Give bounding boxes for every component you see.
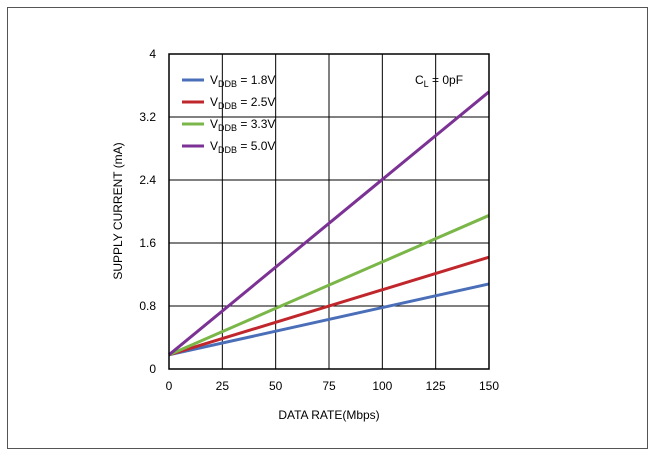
legend-label-3: VDDB = 3.3V: [210, 117, 275, 133]
chart-frame: [7, 7, 648, 449]
y-tick-label: 3.2: [139, 110, 156, 124]
x-tick-labels: 0 25 50 75 100 125 150: [166, 379, 500, 393]
y-tick-labels: 0 0.8 1.6 2.4 3.2 4: [139, 47, 156, 376]
legend: VDDB = 1.8V VDDB = 2.5V VDDB = 3.3V VDDB = …: [182, 73, 275, 155]
legend-label-1: VDDB = 1.8V: [210, 73, 275, 89]
x-axis-label: DATA RATE(Mbps): [278, 408, 379, 422]
series-line-2: [168, 255, 490, 357]
x-tick-label: 100: [372, 379, 392, 393]
legend-label-4: VDDB = 5.0V: [210, 139, 275, 155]
x-tick-label: 75: [322, 379, 336, 393]
y-tick-label: 0.8: [139, 299, 156, 313]
x-tick-label: 25: [216, 379, 230, 393]
series-line-4: [168, 90, 490, 356]
series-line-3: [168, 214, 490, 357]
y-axis-label: SUPPLY CURRENT (mA): [111, 142, 125, 279]
load-capacitance-annotation: CL = 0pF: [415, 73, 463, 89]
y-tick-label: 1.6: [139, 236, 156, 250]
x-tick-label: 150: [479, 379, 499, 393]
y-tick-label: 2.4: [139, 173, 156, 187]
y-tick-label: 0: [149, 362, 156, 376]
legend-label-2: VDDB = 2.5V: [210, 95, 275, 111]
x-tick-label: 0: [166, 379, 173, 393]
plot-area: [168, 53, 490, 370]
y-tick-label: 4: [149, 47, 156, 61]
series-line-1: [168, 282, 490, 357]
series-lines: [168, 90, 490, 357]
x-tick-label: 50: [269, 379, 283, 393]
x-tick-label: 125: [426, 379, 446, 393]
